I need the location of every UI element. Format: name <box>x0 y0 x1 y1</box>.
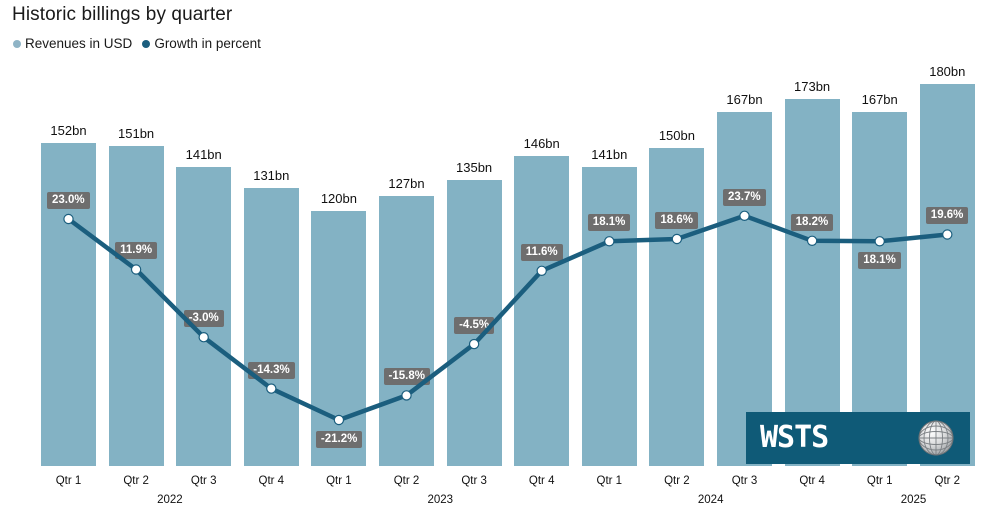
bar-value-label: 141bn <box>185 146 222 162</box>
legend-label-growth: Growth in percent <box>154 36 261 51</box>
growth-value-label: 18.1% <box>587 214 631 232</box>
bar-revenues <box>108 145 164 466</box>
x-axis-tick-label: Qtr 3 <box>461 475 487 487</box>
bar-value-label: 173bn <box>794 78 831 94</box>
x-axis-tick-label: Qtr 3 <box>190 475 217 487</box>
x-axis-tick-label: Qtr 3 <box>731 475 758 487</box>
bar-revenues <box>311 211 367 466</box>
legend-dot-revenues-icon <box>13 39 21 48</box>
x-axis-tick-label: Qtr 2 <box>664 475 690 487</box>
bar-revenues <box>379 196 434 466</box>
growth-value-label: 19.6% <box>925 207 969 225</box>
bar-value-label: 141bn <box>591 146 628 162</box>
chart-legend: Revenues in USD Growth in percent <box>13 36 261 51</box>
x-axis-year-label: 2024 <box>697 494 724 506</box>
legend-dot-growth-icon <box>142 39 151 48</box>
growth-value-label: 23.0% <box>47 192 90 209</box>
chart-title: Historic billings by quarter <box>12 4 233 25</box>
x-axis-tick-label: Qtr 4 <box>528 475 555 487</box>
x-axis-tick-label: Qtr 1 <box>596 475 623 487</box>
bar-value-label: 146bn <box>523 136 560 152</box>
x-axis-tick-label: Qtr 4 <box>799 475 825 487</box>
growth-value-label: 18.6% <box>655 212 698 229</box>
bar-revenues <box>649 147 705 466</box>
x-axis-tick-label: Qtr 4 <box>258 475 285 487</box>
x-axis-year-label: 2023 <box>427 494 454 506</box>
bar-value-label: 151bn <box>118 125 155 141</box>
bar-value-label: 135bn <box>456 159 493 175</box>
x-axis-tick-label: Qtr 1 <box>326 475 352 487</box>
bar-value-label: 150bn <box>658 127 695 143</box>
bar-value-label: 180bn <box>929 64 966 79</box>
growth-value-label: -21.2% <box>315 431 363 448</box>
bar-value-label: 167bn <box>861 91 898 107</box>
bar-value-label: 167bn <box>726 91 763 107</box>
legend-label-revenues: Revenues in USD <box>25 36 133 51</box>
growth-value-label: 18.1% <box>858 252 901 270</box>
x-axis-tick-label: Qtr 2 <box>934 475 961 487</box>
x-axis-tick-label: Qtr 2 <box>393 475 420 487</box>
x-axis-tick-label: Qtr 2 <box>123 475 149 487</box>
bar-revenues <box>243 187 299 466</box>
bar-value-label: 152bn <box>50 123 87 139</box>
x-axis-tick-label: Qtr 1 <box>866 475 893 487</box>
bar-value-label: 120bn <box>320 191 357 207</box>
growth-value-label: 23.7% <box>723 188 766 206</box>
legend-item-revenues: Revenues in USD <box>13 36 132 51</box>
wsts-logo: WSTS <box>746 412 970 464</box>
bar-value-label: 131bn <box>253 167 290 183</box>
growth-value-label: -14.3% <box>248 361 295 379</box>
growth-value-label: -3.0% <box>183 310 224 328</box>
x-axis-year-label: 2025 <box>900 494 927 506</box>
growth-value-label: 11.9% <box>115 242 158 260</box>
bar-revenues <box>581 166 637 466</box>
growth-value-label: 11.6% <box>520 243 563 261</box>
growth-value-label: 18.2% <box>790 213 834 231</box>
bar-revenues <box>919 84 975 466</box>
bar-revenues <box>514 156 570 466</box>
wsts-wordmark: WSTS <box>760 419 829 455</box>
legend-item-growth: Growth in percent <box>142 36 261 51</box>
globe-icon <box>918 420 954 456</box>
bar-value-label: 127bn <box>388 176 425 192</box>
bar-revenues <box>784 98 840 466</box>
growth-value-label: -4.5% <box>454 317 495 335</box>
x-axis-year-label: 2022 <box>157 494 183 506</box>
x-axis-tick-label: Qtr 1 <box>55 475 82 487</box>
growth-value-label: -15.8% <box>383 368 430 386</box>
